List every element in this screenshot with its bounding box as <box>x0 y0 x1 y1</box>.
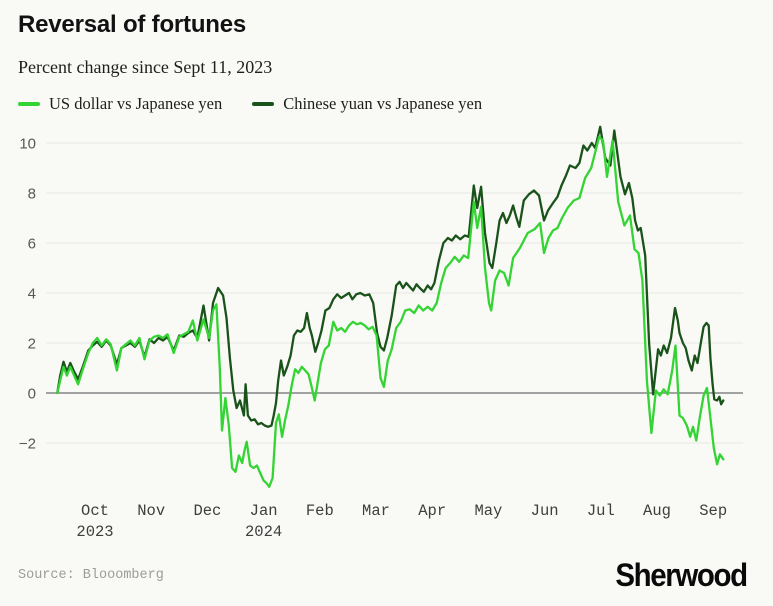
legend-label-usd-jpy: US dollar vs Japanese yen <box>49 94 223 113</box>
x-tick-label: Aug <box>643 502 671 520</box>
x-tick-label: Feb <box>306 502 334 520</box>
legend-item-usd-jpy: US dollar vs Japanese yen <box>18 94 222 114</box>
legend-item-cny-jpy: Chinese yuan vs Japanese yen <box>252 94 482 114</box>
x-tick-label: Oct <box>81 502 109 520</box>
x-tick-label: Jan <box>250 502 278 520</box>
y-tick-label: 6 <box>28 236 36 253</box>
usd-jpy-swatch <box>18 102 40 106</box>
series-line-usd-jpy <box>56 135 725 488</box>
x-tick-label: Mar <box>362 502 390 520</box>
x-tick-label: Apr <box>418 502 446 520</box>
x-tick-label: Jul <box>587 502 615 520</box>
x-tick-year-label: 2023 <box>76 523 113 541</box>
y-tick-label: 10 <box>19 136 36 153</box>
chart-subtitle: Percent change since Sept 11, 2023 <box>18 57 273 77</box>
y-tick-label: 0 <box>28 386 36 403</box>
x-tick-year-label: 2024 <box>245 523 282 541</box>
x-tick-label: Jun <box>531 502 559 520</box>
y-tick-label: 8 <box>28 186 36 203</box>
y-tick-label: 2 <box>28 336 36 353</box>
x-tick-label: May <box>474 502 502 520</box>
x-tick-label: Sep <box>699 502 727 520</box>
series-line-cny-jpy <box>56 125 725 428</box>
sherwood-logo: Sherwood <box>615 557 749 593</box>
x-tick-label: Dec <box>193 502 221 520</box>
page-title: Reversal of fortunes <box>18 11 247 38</box>
x-tick-label: Nov <box>137 502 165 520</box>
cny-jpy-swatch <box>252 102 275 106</box>
y-tick-label: −2 <box>19 436 36 453</box>
chart-canvas: 10 8 6 4 2 0 −2 Oct 2023 Nov Dec Jan 2024 Feb Mar Apr Ma… <box>19 125 743 541</box>
legend: US dollar vs Japanese yen Chinese yuan v… <box>18 94 482 114</box>
legend-label-cny-jpy: Chinese yuan vs Japanese yen <box>283 94 483 113</box>
line-chart: 10 8 6 4 2 0 −2 Oct 2023 Nov Dec Jan 2024 Feb Mar Apr Ma… <box>0 112 773 569</box>
y-tick-label: 4 <box>28 286 36 303</box>
source-credit: Source: Blooomberg <box>18 568 164 583</box>
